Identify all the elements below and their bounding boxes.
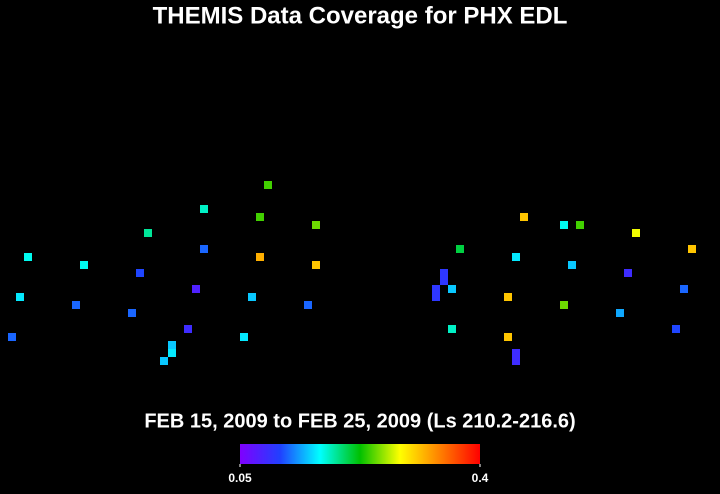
coverage-point: [8, 333, 16, 341]
coverage-point: [616, 309, 624, 317]
coverage-point: [248, 293, 256, 301]
coverage-point: [264, 181, 272, 189]
coverage-point: [184, 325, 192, 333]
coverage-point: [432, 285, 440, 293]
coverage-point: [504, 293, 512, 301]
coverage-point: [448, 285, 456, 293]
coverage-point: [312, 221, 320, 229]
coverage-point: [504, 333, 512, 341]
coverage-point: [440, 269, 448, 277]
coverage-point: [680, 285, 688, 293]
coverage-point: [312, 261, 320, 269]
coverage-point: [512, 253, 520, 261]
coverage-point: [304, 301, 312, 309]
coverage-point: [136, 269, 144, 277]
coverage-point: [432, 293, 440, 301]
colorbar-tick-label: 0.05: [228, 471, 252, 485]
coverage-point: [200, 205, 208, 213]
colorbar-tick-label: 0.4: [472, 471, 489, 485]
coverage-point: [512, 357, 520, 365]
coverage-point: [688, 245, 696, 253]
chart-title: THEMIS Data Coverage for PHX EDL: [153, 2, 568, 29]
coverage-point: [672, 325, 680, 333]
coverage-point: [168, 341, 176, 349]
coverage-point: [560, 221, 568, 229]
coverage-point: [520, 213, 528, 221]
coverage-point: [160, 357, 168, 365]
coverage-point: [168, 349, 176, 357]
colorbar: [240, 444, 480, 464]
coverage-point: [240, 333, 248, 341]
coverage-point: [24, 253, 32, 261]
subtitle: FEB 15, 2009 to FEB 25, 2009 (Ls 210.2-2…: [144, 410, 575, 432]
coverage-point: [80, 261, 88, 269]
coverage-point: [448, 325, 456, 333]
coverage-point: [72, 301, 80, 309]
coverage-point: [16, 293, 24, 301]
coverage-point: [624, 269, 632, 277]
coverage-point: [576, 221, 584, 229]
coverage-point: [440, 277, 448, 285]
coverage-point: [632, 229, 640, 237]
coverage-point: [144, 229, 152, 237]
coverage-point: [192, 285, 200, 293]
coverage-point: [200, 245, 208, 253]
coverage-point: [568, 261, 576, 269]
coverage-point: [256, 253, 264, 261]
coverage-point: [456, 245, 464, 253]
coverage-point: [128, 309, 136, 317]
coverage-point: [560, 301, 568, 309]
coverage-point: [512, 349, 520, 357]
coverage-point: [256, 213, 264, 221]
